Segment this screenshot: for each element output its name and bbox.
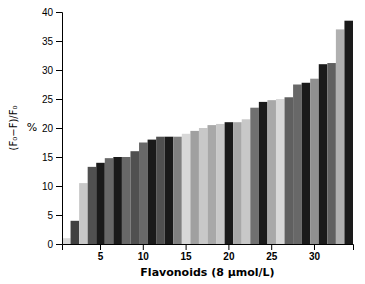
x-tick-label: 30 <box>309 251 321 262</box>
y-tick: 25 <box>42 94 62 105</box>
y-axis-label-part: (F₀−F)/F₀ <box>8 106 19 151</box>
y-tick-mark <box>56 12 62 13</box>
y-tick-mark <box>56 215 62 216</box>
y-tick-label: 20 <box>42 123 54 134</box>
y-tick: 40 <box>42 7 62 18</box>
bar <box>336 29 345 244</box>
x-tick: 30 <box>309 244 321 262</box>
bar <box>225 122 234 244</box>
bar <box>190 131 199 244</box>
bar <box>182 134 191 244</box>
y-tick-mark <box>56 186 62 187</box>
bars <box>62 21 353 244</box>
bar <box>62 238 71 244</box>
y-tick-mark <box>56 157 62 158</box>
bar <box>156 137 165 244</box>
x-tick-mark <box>100 244 101 250</box>
y-tick: 10 <box>42 181 62 192</box>
x-tick-mark <box>186 244 187 250</box>
x-tick-mark <box>143 244 144 250</box>
x-tick-label: 15 <box>181 251 193 262</box>
y-tick: 30 <box>42 65 62 76</box>
bar <box>250 108 259 244</box>
x-tick-mark <box>228 244 229 250</box>
bar <box>267 100 276 244</box>
y-tick-label: 25 <box>42 94 54 105</box>
y-tick-mark <box>56 70 62 71</box>
bar <box>113 157 122 244</box>
x-tick-mark <box>314 244 315 250</box>
y-tick: 15 <box>42 152 62 163</box>
bar <box>216 124 225 244</box>
bar <box>259 102 268 244</box>
bar <box>293 85 302 245</box>
bar <box>310 79 319 244</box>
bar <box>199 128 208 244</box>
bar <box>105 158 114 244</box>
y-tick-mark <box>56 99 62 100</box>
x-axis-line <box>63 245 354 251</box>
y-tick-label: 5 <box>47 210 53 221</box>
x-tick: 20 <box>223 244 235 262</box>
y-tick: 0 <box>47 239 62 250</box>
bar <box>233 122 242 244</box>
x-tick: 5 <box>98 244 104 262</box>
x-tick-label: 5 <box>98 251 104 262</box>
y-tick-label: 15 <box>42 152 54 163</box>
y-tick-mark <box>56 244 62 245</box>
y-tick: 5 <box>47 210 62 221</box>
bar <box>79 183 88 244</box>
x-tick-mark <box>271 244 272 250</box>
y-tick: 35 <box>42 36 62 47</box>
bar <box>148 140 157 244</box>
bar <box>208 125 217 244</box>
x-tick: 25 <box>266 244 278 262</box>
bar <box>242 119 251 244</box>
bar <box>88 167 97 244</box>
bar <box>139 143 148 245</box>
y-tick-mark <box>56 41 62 42</box>
x-tick-label: 25 <box>266 251 278 262</box>
x-axis-label: Flavonoids (8 μmol/L) <box>140 266 274 279</box>
bar <box>319 64 328 244</box>
chart: 5 10 15 20 25 30 0 5 10 15 20 25 30 35 40 Flavonoids (8… <box>0 0 365 284</box>
bar <box>71 221 80 244</box>
y-axis-line <box>56 13 63 245</box>
y-tick-label: 0 <box>47 239 53 250</box>
x-tick-label: 20 <box>223 251 235 262</box>
y-tick-label: 10 <box>42 181 54 192</box>
y-axis-label: % <box>27 121 37 134</box>
bar <box>344 21 353 244</box>
bar <box>173 137 182 244</box>
y-tick-label: 30 <box>42 65 54 76</box>
plot-area: 5 10 15 20 25 30 0 5 10 15 20 25 30 35 40 <box>42 7 354 262</box>
bar <box>122 157 131 244</box>
bar <box>130 151 139 244</box>
bar <box>276 99 285 244</box>
y-tick-label: 40 <box>42 7 54 18</box>
bar <box>285 97 294 244</box>
x-tick: 10 <box>138 244 150 262</box>
x-tick-label: 10 <box>138 251 150 262</box>
bar <box>327 63 336 244</box>
y-tick-label: 35 <box>42 36 54 47</box>
x-tick: 15 <box>181 244 193 262</box>
bar <box>96 163 105 244</box>
y-axis: 0 5 10 15 20 25 30 35 40 <box>42 7 63 250</box>
bar <box>302 83 311 244</box>
x-axis: 5 10 15 20 25 30 <box>63 244 354 262</box>
bar <box>165 137 174 244</box>
y-tick: 20 <box>42 123 62 134</box>
y-tick-mark <box>56 128 62 129</box>
